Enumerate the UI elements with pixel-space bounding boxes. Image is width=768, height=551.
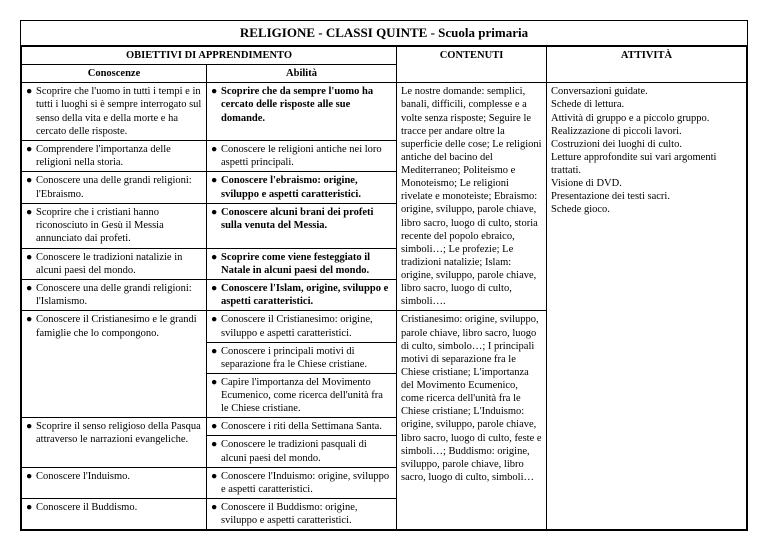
attivita-line: Visione di DVD. [551,177,742,190]
abilita-cell: ●Conoscere le religioni antiche nei loro… [207,141,397,172]
main-table: OBIETTIVI DI APPRENDIMENTO CONTENUTI ATT… [21,46,747,530]
conoscenza-cell: ●Conoscere il Cristianesimo e le grandi … [22,311,207,418]
conoscenza-text: Conoscere una delle grandi religioni: l'… [36,280,206,310]
abilita-text: Conoscere le religioni antiche nei loro … [221,143,396,169]
conoscenza-text: Conoscere le tradizioni natalizie in alc… [36,249,206,279]
conoscenza-text: Conoscere una delle grandi religioni: l'… [36,172,206,202]
conoscenza-text: Scoprire il senso religioso della Pasqua… [36,418,206,448]
abilita-cell: ●Scoprire come viene festeggiato il Nata… [207,248,397,279]
abilita-text: Conoscere i riti della Settimana Santa. [221,420,396,433]
abilita-text: Conoscere i principali motivi di separaz… [221,345,396,371]
contenuti-cell: Cristianesimo: origine, sviluppo, parole… [397,311,547,530]
attivita-line: Presentazione dei testi sacri. [551,190,742,203]
conoscenza-cell: ●Conoscere il Buddismo. [22,498,207,529]
abilita-text: Capire l'importanza del Movimento Ecumen… [221,376,396,415]
abilita-cell: ●Conoscere il Cristianesimo: origine, sv… [207,311,397,418]
conoscenza-text: Conoscere l'Induismo. [36,468,206,485]
conoscenza-text: Conoscere il Cristianesimo e le grandi f… [36,311,206,341]
abilita-text: Conoscere alcuni brani dei profeti sulla… [221,206,396,232]
abilita-cell: ●Conoscere i riti della Settimana Santa.… [207,418,397,467]
contenuti-cell: Le nostre domande: semplici, banali, dif… [397,83,547,311]
conoscenza-cell: ●Scoprire che i cristiani hanno riconosc… [22,203,207,248]
abilita-cell: ●Conoscere l'Islam, origine, sviluppo e … [207,279,397,310]
abilita-cell: ●Scoprire che da sempre l'uomo ha cercat… [207,83,397,141]
abilita-cell: ●Conoscere l'ebraismo: origine, sviluppo… [207,172,397,203]
abilita-text: Conoscere le tradizioni pasquali di alcu… [221,438,396,464]
attivita-line: Letture approfondite sui vari argomenti … [551,151,742,177]
header-contenuti: CONTENUTI [397,47,547,83]
header-abilita: Abilità [207,65,397,83]
attivita-line: Schede di lettura. [551,98,742,111]
abilita-text: Conoscere l'Islam, origine, sviluppo e a… [221,282,396,308]
attivita-cell: Conversazioni guidate.Schede di lettura.… [547,83,747,530]
conoscenza-text: Comprendere l'importanza delle religioni… [36,141,206,171]
abilita-text: Scoprire che da sempre l'uomo ha cercato… [221,85,396,124]
attivita-line: Conversazioni guidate. [551,85,742,98]
abilita-text: Conoscere l'ebraismo: origine, sviluppo … [221,174,396,200]
abilita-text: Scoprire come viene festeggiato il Natal… [221,251,396,277]
header-attivita: ATTIVITÀ [547,47,747,83]
attivita-line: Schede gioco. [551,203,742,216]
conoscenza-cell: ●Scoprire che l'uomo in tutti i tempi e … [22,83,207,141]
curriculum-table: RELIGIONE - CLASSI QUINTE - Scuola prima… [20,20,748,531]
abilita-cell: ●Conoscere alcuni brani dei profeti sull… [207,203,397,248]
abilita-text: Conoscere l'Induismo: origine, sviluppo … [221,470,396,496]
conoscenza-cell: ●Conoscere una delle grandi religioni: l… [22,279,207,310]
abilita-cell: ●Conoscere il Buddismo: origine, svilupp… [207,498,397,529]
conoscenza-text: Scoprire che i cristiani hanno riconosci… [36,204,206,247]
conoscenza-cell: ●Comprendere l'importanza delle religion… [22,141,207,172]
page-title: RELIGIONE - CLASSI QUINTE - Scuola prima… [21,21,747,46]
attivita-line: Attività di gruppo e a piccolo gruppo. [551,112,742,125]
abilita-text: Conoscere il Cristianesimo: origine, svi… [221,313,396,339]
abilita-text: Conoscere il Buddismo: origine, sviluppo… [221,501,396,527]
conoscenza-text: Conoscere il Buddismo. [36,499,206,516]
conoscenza-cell: ●Conoscere l'Induismo. [22,467,207,498]
conoscenza-cell: ●Conoscere le tradizioni natalizie in al… [22,248,207,279]
attivita-line: Costruzioni dei luoghi di culto. [551,138,742,151]
conoscenza-cell: ●Scoprire il senso religioso della Pasqu… [22,418,207,467]
attivita-line: Realizzazione di piccoli lavori. [551,125,742,138]
conoscenza-text: Scoprire che l'uomo in tutti i tempi e i… [36,83,206,140]
abilita-cell: ●Conoscere l'Induismo: origine, sviluppo… [207,467,397,498]
conoscenza-cell: ●Conoscere una delle grandi religioni: l… [22,172,207,203]
header-obiettivi: OBIETTIVI DI APPRENDIMENTO [22,47,397,65]
header-conoscenze: Conoscenze [22,65,207,83]
